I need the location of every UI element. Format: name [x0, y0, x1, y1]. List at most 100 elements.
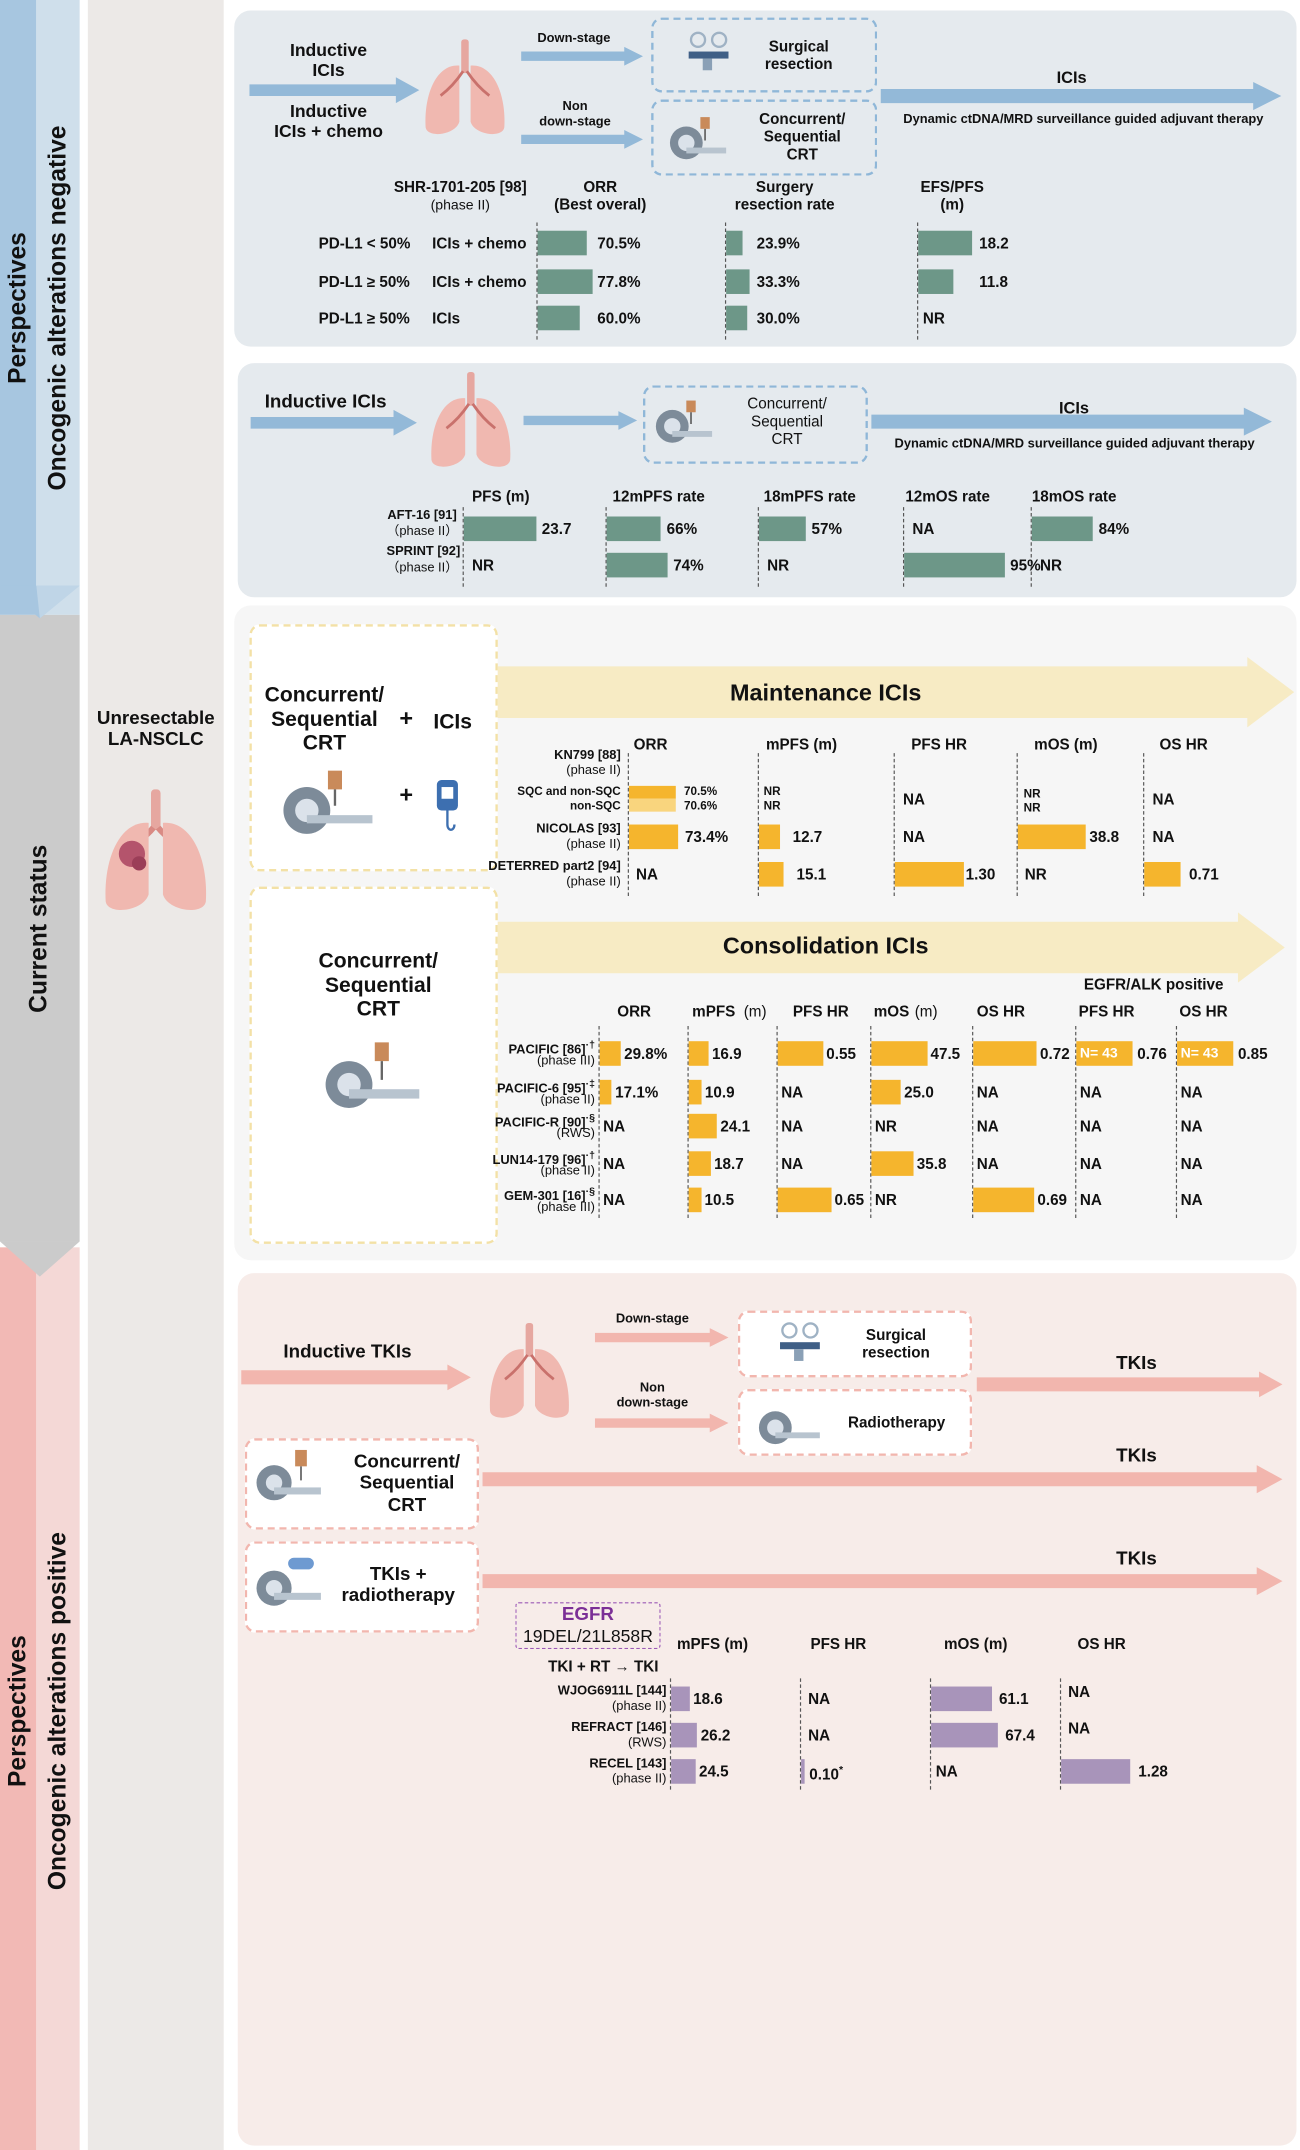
- p4-trial: LUN14-179 [96]·†: [463, 1149, 594, 1168]
- label-crt-3: Concurrent/ Sequential CRT: [264, 682, 385, 755]
- row-group: PD-L1 < 50%: [318, 234, 411, 252]
- radiotherapy-pill-icon: [256, 1557, 321, 1606]
- p3-sqc-pfshr: NA: [902, 790, 925, 809]
- p5-axis: [669, 1678, 672, 1790]
- p3-bar-pfs: [758, 862, 784, 887]
- consolidation-title: Consolidation ICIs: [722, 933, 929, 960]
- p4-header: OS HR: [976, 1002, 1026, 1021]
- p3-sqc: SQC and non-SQC non-SQC: [517, 785, 621, 813]
- p3-val-pfs: 12.7: [792, 828, 823, 846]
- p5-val-oshr: 1.28: [1138, 1762, 1168, 1781]
- label-down-stage-2: Down-stage: [615, 1311, 689, 1326]
- p4-value: NR: [874, 1117, 897, 1135]
- p2-axis: [462, 507, 464, 587]
- p3-bar-pfshr: [894, 862, 964, 887]
- p3-val-pfshr: 1.30: [965, 865, 996, 884]
- value-efs: NR: [922, 309, 945, 327]
- consolidation-arrow: [497, 912, 1285, 983]
- p4-axis: [1075, 1025, 1077, 1219]
- p4-value: NA: [1079, 1154, 1102, 1173]
- p5-bar-os: [931, 1686, 992, 1712]
- p2-axis: [902, 507, 905, 587]
- p4-value: NA: [976, 1154, 999, 1173]
- p5-val-os: NA: [935, 1762, 958, 1781]
- p3-sqc-pfs: NR NR: [763, 785, 781, 813]
- p4-bar: [688, 1113, 717, 1139]
- p4-trial-footnote: ·‡: [585, 1077, 595, 1090]
- lung-tumor-icon: [105, 789, 207, 910]
- p4-trial-name: PACIFIC [86]: [508, 1043, 586, 1058]
- p2-bar: [904, 552, 1005, 578]
- p4-value: NA: [976, 1083, 999, 1101]
- p5-bar-pfshr: [801, 1759, 805, 1784]
- header-efs: EFS/PFS (m): [920, 178, 984, 214]
- p3-trial: NICOLAS [93]: [536, 822, 621, 837]
- p2-value: 66%: [666, 520, 698, 538]
- surgery-icon-2: [780, 1322, 820, 1361]
- p3-sqc-oshr: NA: [1152, 790, 1175, 809]
- p2-header: 18mPFS rate: [763, 487, 856, 505]
- p2-bar: [606, 516, 661, 542]
- p4-axis: [598, 1025, 600, 1219]
- p4-bar: [871, 1079, 901, 1105]
- p5-bar-oshr: [1061, 1759, 1131, 1784]
- label-down-stage: Down-stage: [537, 31, 611, 46]
- p5-trial-phase: (phase II): [611, 1699, 667, 1714]
- arrow-non-down-stage-2: [594, 1413, 729, 1433]
- p2-axis: [605, 507, 607, 587]
- value-efs: 18.2: [979, 234, 1009, 252]
- tki-rt-label: TKI + RT → TKI: [548, 1657, 659, 1675]
- p4-value: NA: [1079, 1083, 1102, 1101]
- p3-axis: [757, 753, 759, 896]
- label-dynamic-2: Dynamic ctDNA/MRD surveillance guided ad…: [894, 436, 1255, 451]
- p3-bar-os: [1017, 824, 1086, 850]
- p4-value: 0.85: [1237, 1044, 1268, 1063]
- p4-value: NA: [1079, 1117, 1102, 1135]
- surgical-resection-box-2: [737, 1310, 973, 1378]
- p4-value: NA: [1180, 1154, 1203, 1173]
- p5-header: mOS (m): [943, 1634, 1008, 1653]
- label-surgical-resection: Surgical resection: [764, 37, 833, 73]
- p2-bar: [1031, 516, 1093, 542]
- p3-val-os: NR: [1024, 865, 1047, 884]
- p2-header: 12mPFS rate: [612, 487, 705, 505]
- crt-consolidation-box: [249, 886, 498, 1244]
- p3-axis: [627, 753, 629, 896]
- arrow-to-crt-2: [523, 411, 638, 430]
- label-crt: Concurrent/ Sequential CRT: [759, 110, 846, 163]
- oncogenic-pos-label: Oncogenic alterations positive: [43, 1531, 71, 1890]
- p4-header: OS HR: [1179, 1002, 1228, 1021]
- row-group: PD-L1 ≥ 50%: [318, 309, 410, 327]
- axis-efs: [917, 222, 919, 340]
- p5-header: mPFS (m): [676, 1634, 749, 1653]
- p2-value: NA: [912, 520, 935, 538]
- p2-value: 84%: [1098, 520, 1130, 538]
- p4-value: 0.72: [1040, 1044, 1070, 1063]
- p5-trial-phase: (phase II): [611, 1772, 667, 1787]
- label-inductive-tkis: Inductive TKIs: [283, 1342, 412, 1363]
- p4-bar: [777, 1187, 831, 1213]
- p4-trial: PACIFIC [86]·†: [463, 1039, 595, 1058]
- p5-bar-pfs: [671, 1759, 696, 1784]
- p3-sqc-os: NR NR: [1023, 788, 1041, 816]
- p4-value: 18.7: [714, 1154, 744, 1173]
- p4-bar: [973, 1041, 1037, 1066]
- p4-trial-phase: (phase III): [536, 1200, 595, 1215]
- p3-val-orr: NA: [635, 865, 658, 884]
- bar-orr: [537, 305, 580, 331]
- p4-header: PFS HR: [1078, 1002, 1135, 1021]
- label-dynamic: Dynamic ctDNA/MRD surveillance guided ad…: [903, 112, 1264, 127]
- maintenance-title: Maintenance ICIs: [730, 680, 922, 707]
- p4-trial-footnote: ·§: [585, 1111, 595, 1124]
- p2-header: 18mOS rate: [1031, 487, 1117, 505]
- p5-bar-os: [931, 1722, 999, 1748]
- value-orr: 60.0%: [597, 309, 641, 327]
- p5-val-oshr: NA: [1068, 1683, 1091, 1701]
- value-orr: 70.5%: [597, 234, 641, 252]
- current-status-label: Current status: [25, 844, 53, 1013]
- crt-box-2: [642, 385, 868, 464]
- egfr-box: [515, 1602, 661, 1650]
- row-group: PD-L1 ≥ 50%: [318, 272, 410, 291]
- value-surgery: 30.0%: [756, 309, 800, 327]
- label-icis: ICIs: [1056, 67, 1087, 87]
